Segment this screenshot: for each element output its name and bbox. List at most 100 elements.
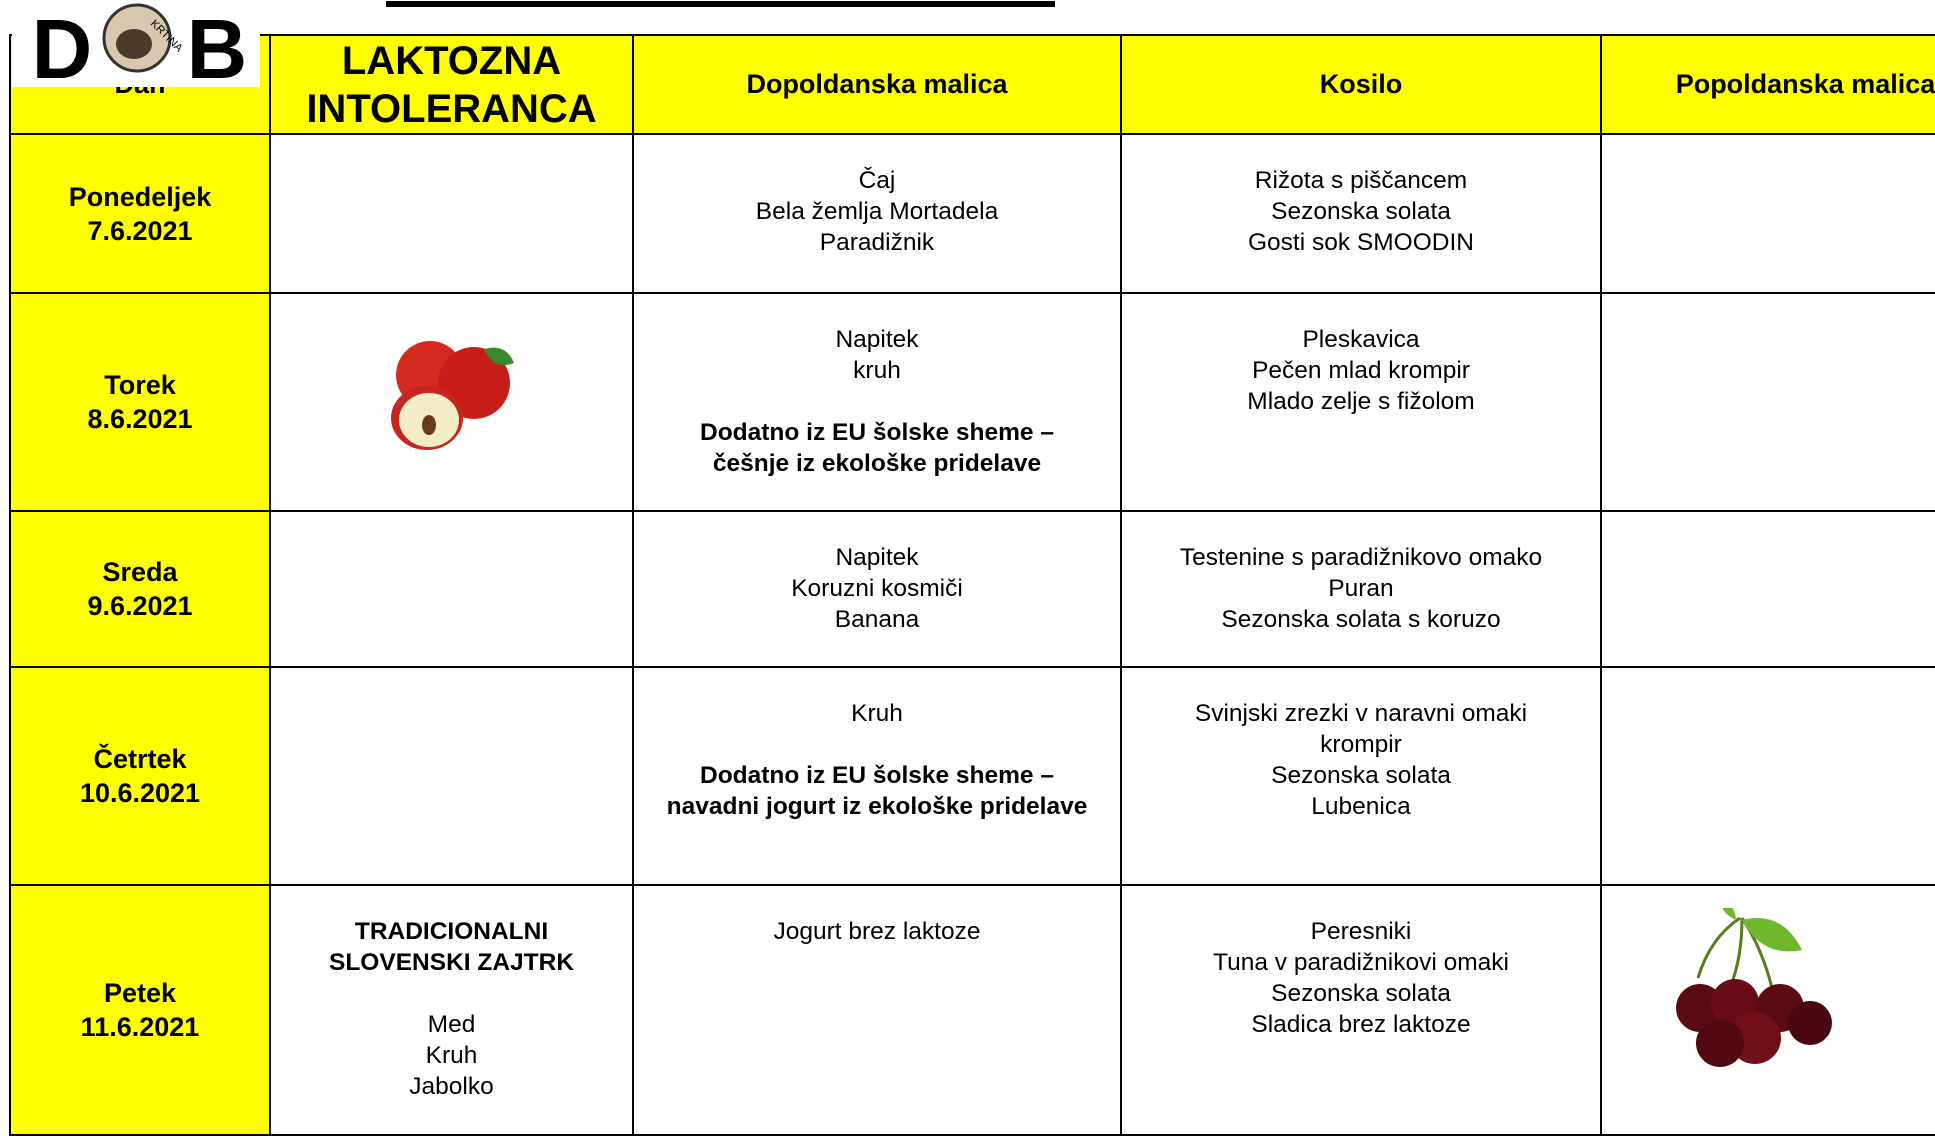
menu-line: Paradižnik xyxy=(819,229,935,256)
menu-block: Jogurt brez laktoze xyxy=(634,916,1120,947)
menu-line: Sladica brez laktoze xyxy=(1251,1011,1471,1038)
menu-cell: Testenine s paradižnikovo omako Puran Sezo… xyxy=(1120,510,1602,668)
day-row: Sreda 9.6.2021 Napitek Koruzni kosmiči Banan… xyxy=(9,510,1935,668)
menu-block: Testenine s paradižnikovo omako Puran Sezo… xyxy=(1122,542,1600,635)
menu-cell: Čaj Bela žemlja Mortadela Paradižnik xyxy=(632,133,1122,294)
menu-block: Napitek kruh xyxy=(634,324,1120,386)
menu-block: Peresniki Tuna v paradižnikovi omaki Sezon… xyxy=(1122,916,1600,1040)
menu-line: Napitek xyxy=(835,326,919,353)
menu-block: Rižota s piščancem Sezonska solata Gosti s… xyxy=(1122,165,1600,258)
day-date: 7.6.2021 xyxy=(87,215,193,246)
menu-line: kruh xyxy=(853,357,901,384)
day-cell: Torek 8.6.2021 xyxy=(9,292,271,512)
day-date: 11.6.2021 xyxy=(80,1012,200,1042)
menu-line: Sezonska solata xyxy=(1271,980,1451,1007)
day-cell: Petek 11.6.2021 xyxy=(9,884,271,1136)
day-name: Sreda xyxy=(102,557,178,587)
menu-line: Banana xyxy=(834,606,920,633)
header-cell: Kosilo xyxy=(1120,34,1602,135)
day-name: Torek xyxy=(104,370,176,400)
menu-line: TRADICIONALNI xyxy=(354,918,549,945)
menu-line: Koruzni kosmiči xyxy=(791,575,963,602)
menu-line: Sezonska solata xyxy=(1271,198,1451,225)
menu-line: Čaj xyxy=(858,167,896,194)
day-date: 9.6.2021 xyxy=(87,591,193,621)
menu-line: Kruh xyxy=(851,700,903,727)
top-rule xyxy=(386,1,1055,7)
logo-letter: D xyxy=(32,2,93,87)
menu-block: Dodatno iz EU šolske sheme – češnje iz ek… xyxy=(634,417,1120,479)
menu-cell xyxy=(1600,292,1935,512)
cherries-image xyxy=(1676,908,1832,1067)
day-row: Torek 8.6.2021 Napitek kruh Dodatno iz EU šo… xyxy=(9,292,1935,512)
menu-cell xyxy=(1600,510,1935,668)
menu-line: Pečen mlad krompir xyxy=(1252,357,1470,384)
menu-line: Testenine s paradižnikovo omako xyxy=(1179,544,1543,571)
menu-line: Sezonska solata s koruzo xyxy=(1221,606,1501,633)
menu-line: Gosti sok SMOODIN xyxy=(1248,229,1474,256)
menu-cell: Rižota s piščancem Sezonska solata Gosti s… xyxy=(1120,133,1602,294)
menu-cell: Kruh Dodatno iz EU šolske sheme – navadni … xyxy=(632,666,1122,886)
menu-block: Kruh xyxy=(634,698,1120,729)
menu-block: Med Kruh Jabolko xyxy=(271,1009,632,1102)
menu-line: Kruh xyxy=(425,1042,478,1069)
logo: D KRTINA B xyxy=(12,0,260,87)
menu-line: Peresniki xyxy=(1310,918,1412,945)
menu-cell: Napitek kruh Dodatno iz EU šolske sheme – č… xyxy=(632,292,1122,512)
menu-cell xyxy=(269,510,634,668)
menu-line: Svinjski zrezki v naravni omaki xyxy=(1194,700,1528,727)
menu-line: Dodatno iz EU šolske sheme – xyxy=(700,419,1054,446)
menu-line: Puran xyxy=(1328,575,1394,602)
menu-line: Sezonska solata xyxy=(1271,762,1451,789)
menu-cell xyxy=(1600,133,1935,294)
menu-cell: Napitek Koruzni kosmiči Banana xyxy=(632,510,1122,668)
menu-line: navadni jogurt iz ekološke pridelave xyxy=(666,793,1088,820)
logo-letter: B xyxy=(187,2,248,87)
day-date: 10.6.2021 xyxy=(79,778,201,808)
day-row: Četrtek 10.6.2021 Kruh Dodatno iz EU šolske… xyxy=(9,666,1935,886)
day-cell: Sreda 9.6.2021 xyxy=(9,510,271,668)
menu-line: Napitek xyxy=(835,544,919,571)
header-cell: LAKTOZNA INTOLERANCA xyxy=(269,34,634,135)
header-cell: Popoldanska malica xyxy=(1600,34,1935,135)
menu-line: češnje iz ekološke pridelave xyxy=(712,450,1042,477)
day-cell: Četrtek 10.6.2021 xyxy=(9,666,271,886)
menu-block: Dodatno iz EU šolske sheme – navadni jogu… xyxy=(634,760,1120,822)
menu-line: SLOVENSKI ZAJTRK xyxy=(328,949,575,976)
day-row: Petek 11.6.2021 TRADICIONALNI SLOVENSKI ZAJ… xyxy=(9,884,1935,1136)
menu-block: Čaj Bela žemlja Mortadela Paradižnik xyxy=(634,165,1120,258)
day-cell: Ponedeljek 7.6.2021 xyxy=(9,133,271,294)
menu-block: Svinjski zrezki v naravni omaki krompir Se… xyxy=(1122,698,1600,822)
menu-line: Med xyxy=(427,1011,476,1038)
day-name: Četrtek xyxy=(93,744,187,774)
apple-image xyxy=(391,341,514,450)
day-row: Ponedeljek 7.6.2021 Čaj Bela žemlja Mortade… xyxy=(9,133,1935,294)
day-name: Ponedeljek xyxy=(68,181,212,212)
menu-cell xyxy=(269,666,634,886)
menu-cell: Peresniki Tuna v paradižnikovi omaki Sezon… xyxy=(1120,884,1602,1136)
menu-cell: Jogurt brez laktoze xyxy=(632,884,1122,1136)
header-cell: Dopoldanska malica xyxy=(632,34,1122,135)
menu-line: Jogurt brez laktoze xyxy=(773,918,981,945)
menu-cell xyxy=(1600,666,1935,886)
menu-cell: Svinjski zrezki v naravni omaki krompir Se… xyxy=(1120,666,1602,886)
menu-line: Lubenica xyxy=(1311,793,1411,820)
menu-block: Pleskavica Pečen mlad krompir Mlado zelje … xyxy=(1122,324,1600,417)
menu-line: Mlado zelje s fižolom xyxy=(1247,388,1475,415)
menu-line: Tuna v paradižnikovi omaki xyxy=(1213,949,1509,976)
menu-cell xyxy=(269,133,634,294)
menu-line: Pleskavica xyxy=(1302,326,1420,353)
day-date: 8.6.2021 xyxy=(87,404,193,434)
menu-line: Bela žemlja Mortadela xyxy=(755,198,999,225)
menu-line: Jabolko xyxy=(409,1073,494,1100)
day-name: Petek xyxy=(103,978,177,1008)
menu-block: Napitek Koruzni kosmiči Banana xyxy=(634,542,1120,635)
menu-cell: TRADICIONALNI SLOVENSKI ZAJTRK Med Kruh Jabo… xyxy=(269,884,634,1136)
menu-block: TRADICIONALNI SLOVENSKI ZAJTRK xyxy=(271,916,632,978)
menu-line: Rižota s piščancem xyxy=(1254,167,1468,194)
menu-cell: Pleskavica Pečen mlad krompir Mlado zelje … xyxy=(1120,292,1602,512)
